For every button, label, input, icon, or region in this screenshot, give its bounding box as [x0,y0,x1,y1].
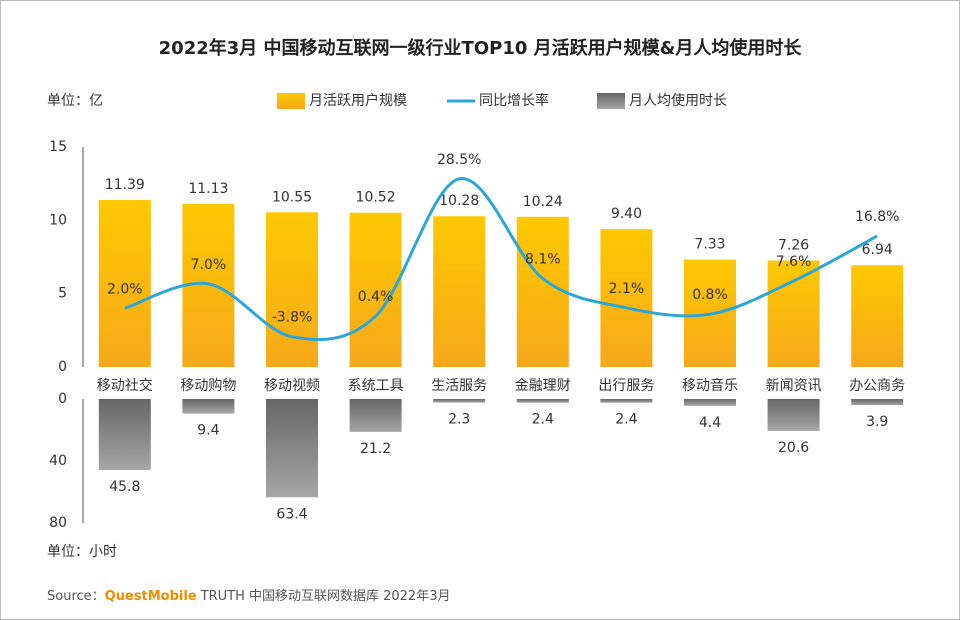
bar [349,399,402,432]
value-label: -3.8% [272,310,313,326]
x-tick-label: 移动视频 [264,378,320,394]
y-tick-label: 0 [58,359,67,375]
bar [851,265,904,367]
x-tick-label: 新闻资讯 [766,378,822,394]
x-tick-label: 金融理财 [515,378,571,394]
x-tick-label: 办公商务 [849,378,905,394]
value-label: 28.5% [437,152,481,168]
x-tick-label: 移动社交 [97,377,153,394]
value-label: 0.8% [692,287,728,303]
bar [98,399,151,470]
y-tick-label: 0 [58,391,67,407]
value-label: 63.4 [276,506,307,522]
bar [433,399,486,403]
bar [684,399,736,406]
value-label: 7.0% [191,257,227,273]
value-label: 45.8 [109,479,140,495]
legend-swatch [277,93,305,109]
value-label: 10.24 [523,194,563,210]
bar [98,199,151,367]
bar [433,216,486,367]
value-label: 2.1% [609,281,645,297]
legend-label: 月活跃用户规模 [309,92,407,109]
bar [600,399,653,403]
value-label: 16.8% [855,209,899,225]
y-tick-label: 5 [58,286,67,302]
value-label: 7.33 [694,236,725,252]
source-prefix: Source： [47,589,105,604]
value-label: 8.1% [525,252,561,268]
line [124,177,878,342]
value-label: 2.3 [448,412,470,428]
bar [767,260,820,367]
x-tick-label: 系统工具 [348,378,404,394]
value-label: 10.55 [272,189,312,205]
x-tick-label: 生活服务 [431,378,487,394]
value-label: 4.4 [699,415,721,431]
y-tick-label: 80 [49,515,67,531]
unit-label: 单位：亿 [47,93,103,109]
bar [851,399,904,406]
value-label: 11.13 [188,181,228,197]
value-label: 2.4 [615,412,637,428]
bar [600,229,653,367]
value-label: 7.26 [778,238,809,254]
value-label: 10.52 [356,190,396,206]
value-label: 0.4% [358,289,394,305]
y-tick-label: 15 [49,139,67,155]
bar [516,399,569,403]
bar [266,399,318,498]
source-text: TRUTH 中国移动互联网数据库 2022年3月 [200,588,451,604]
source-brand: QuestMobile [105,589,197,604]
y-tick-label: 40 [49,453,67,469]
bar [182,399,235,414]
value-label: 6.94 [862,242,893,258]
value-label: 9.40 [611,206,642,222]
value-label: 2.0% [107,281,143,297]
y-tick-label: 10 [49,212,67,228]
x-tick-label: 移动音乐 [682,377,738,394]
bar [767,399,820,431]
value-label: 21.2 [360,441,391,457]
value-label: 11.39 [105,177,145,193]
value-label: 2.4 [532,412,554,428]
value-label: 9.4 [197,423,219,439]
x-tick-label: 出行服务 [598,378,654,394]
chart-title: 2022年3月 中国移动互联网一级行业TOP10 月活跃用户规模&月人均使用时长 [159,37,803,59]
legend-label: 月人均使用时长 [629,92,727,109]
legend-swatch [597,93,625,109]
source: Source：QuestMobile TRUTH 中国移动互联网数据库 2022年… [47,588,450,604]
legend-label: 同比增长率 [479,92,549,109]
bar [516,216,569,367]
value-label: 20.6 [778,440,809,456]
unit-label: 单位：小时 [47,544,117,560]
value-label: 7.6% [776,254,812,270]
value-label: 3.9 [866,414,888,430]
value-label: 10.28 [439,193,479,209]
bar [266,212,318,367]
x-tick-label: 移动购物 [180,378,236,394]
